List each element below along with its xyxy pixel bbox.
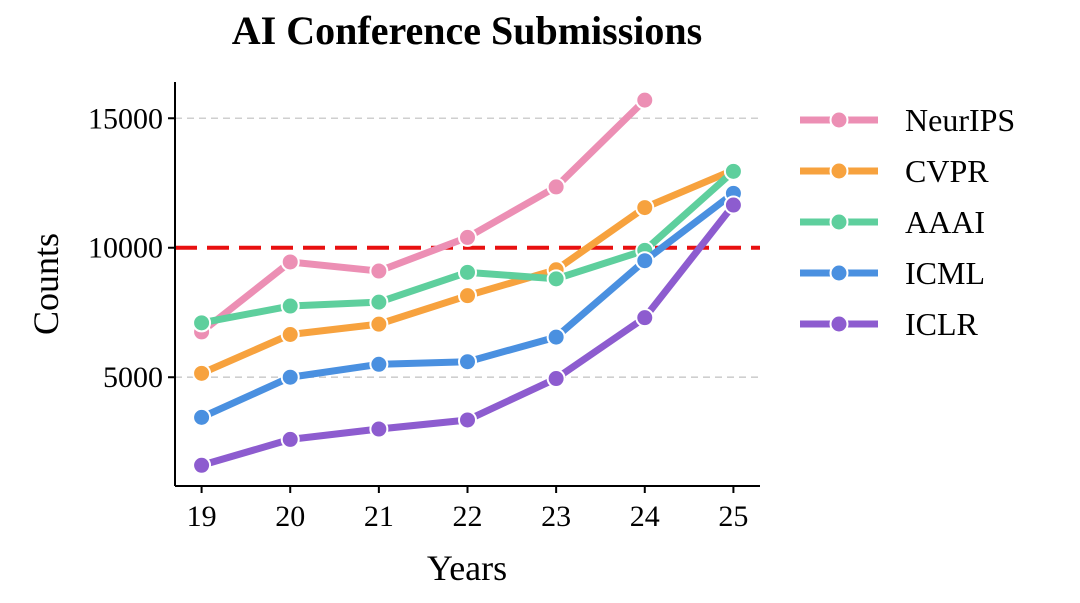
data-point-neurips-20 xyxy=(280,252,300,272)
data-point-icml-21 xyxy=(369,354,389,374)
data-point-iclr-21 xyxy=(369,419,389,439)
legend-label-iclr: ICLR xyxy=(905,306,979,342)
legend: NeurIPS CVPR AAAI ICML ICLR xyxy=(800,102,1015,342)
series-neurips xyxy=(192,90,655,342)
series-layer xyxy=(192,90,743,475)
chart-title: AI Conference Submissions xyxy=(232,8,702,53)
axes-layer: 5000 10000 15000 19 20 21 22 23 24 25 xyxy=(88,82,760,533)
y-tick-label-10000: 10000 xyxy=(88,232,163,265)
data-point-icml-23 xyxy=(546,327,566,347)
series-iclr xyxy=(192,195,743,475)
x-tick-label-21: 21 xyxy=(364,500,394,533)
data-point-neurips-23 xyxy=(546,177,566,197)
legend-swatch-marker-cvpr xyxy=(829,161,849,181)
legend-label-cvpr: CVPR xyxy=(905,153,989,189)
x-tick-label-24: 24 xyxy=(630,500,660,533)
legend-swatch-marker-neurips xyxy=(829,110,849,130)
data-point-aaai-25 xyxy=(723,161,743,181)
legend-item-aaai: AAAI xyxy=(800,204,985,240)
x-tick-label-20: 20 xyxy=(275,500,305,533)
x-axis-label: Years xyxy=(427,548,507,588)
legend-item-iclr: ICLR xyxy=(800,306,979,342)
data-point-cvpr-21 xyxy=(369,314,389,334)
legend-swatch-marker-icml xyxy=(829,263,849,283)
data-point-icml-24 xyxy=(635,251,655,271)
data-point-icml-20 xyxy=(280,367,300,387)
legend-item-neurips: NeurIPS xyxy=(800,102,1015,138)
data-point-aaai-19 xyxy=(192,313,212,333)
y-axis-label: Counts xyxy=(26,233,66,335)
data-point-neurips-24 xyxy=(635,90,655,110)
data-point-cvpr-19 xyxy=(192,363,212,383)
x-tick-label-25: 25 xyxy=(718,500,748,533)
x-tick-label-23: 23 xyxy=(541,500,571,533)
legend-item-cvpr: CVPR xyxy=(800,153,989,189)
legend-swatch-marker-aaai xyxy=(829,212,849,232)
grid-layer xyxy=(175,117,760,379)
data-point-aaai-21 xyxy=(369,292,389,312)
data-point-aaai-23 xyxy=(546,269,566,289)
data-point-cvpr-22 xyxy=(458,286,477,306)
data-point-aaai-22 xyxy=(458,262,477,282)
data-point-neurips-22 xyxy=(458,227,477,247)
data-point-icml-19 xyxy=(192,407,212,427)
data-point-iclr-22 xyxy=(458,410,477,430)
y-tick-label-5000: 5000 xyxy=(103,361,163,394)
data-point-cvpr-24 xyxy=(635,198,655,218)
y-tick-label-15000: 15000 xyxy=(88,102,163,135)
legend-label-neurips: NeurIPS xyxy=(905,102,1015,138)
data-point-cvpr-20 xyxy=(280,325,300,344)
series-icml xyxy=(192,183,743,427)
data-point-aaai-20 xyxy=(280,296,300,316)
data-point-iclr-20 xyxy=(280,429,300,449)
legend-item-icml: ICML xyxy=(800,255,985,291)
data-point-iclr-24 xyxy=(635,308,655,328)
data-point-iclr-23 xyxy=(546,369,566,389)
data-point-iclr-25 xyxy=(723,195,743,215)
data-point-neurips-21 xyxy=(369,261,389,281)
x-tick-label-19: 19 xyxy=(187,500,217,533)
legend-label-aaai: AAAI xyxy=(905,204,985,240)
x-tick-label-22: 22 xyxy=(453,500,483,533)
legend-swatch-marker-iclr xyxy=(829,314,849,334)
series-line-neurips xyxy=(198,96,649,336)
legend-label-icml: ICML xyxy=(905,255,985,291)
data-point-icml-22 xyxy=(458,352,477,372)
data-point-iclr-19 xyxy=(192,455,212,475)
